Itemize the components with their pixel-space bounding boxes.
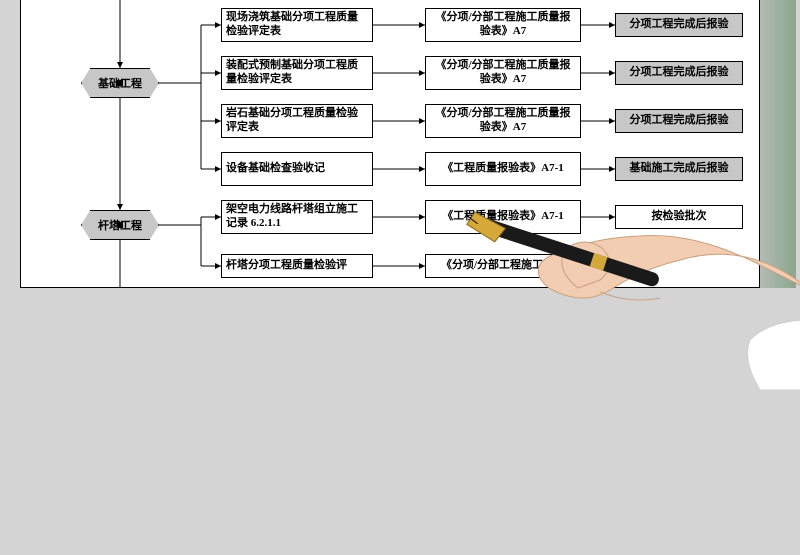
mid-box-label: 设备基础检查验收记 <box>226 162 325 176</box>
mid-box-label: 架空电力线路杆塔组立施工记录 6.2.1.1 <box>226 203 368 231</box>
stage-tower-label: 杆塔工程 <box>98 217 142 233</box>
form-box-row0: 《分项/分部工程施工质量报验表》A7 <box>425 8 581 42</box>
form-box-label: 《分项/分部工程施工质量报验表》A7 <box>430 59 576 87</box>
out-box-label: 分项工程完成后报验 <box>630 66 729 80</box>
out-box-label: 基础施工完成后报验 <box>630 162 729 176</box>
form-box-label: 《分项/分部工程施工质量 <box>441 259 565 273</box>
mid-box-row4: 架空电力线路杆塔组立施工记录 6.2.1.1 <box>221 200 373 234</box>
out-box-label: 分项工程完成后报验 <box>630 18 729 32</box>
form-box-label: 《工程质量报验表》A7-1 <box>442 210 564 224</box>
out-box-row0: 分项工程完成后报验 <box>615 13 743 37</box>
out-box-label: 分项工程完成后报验 <box>630 114 729 128</box>
form-box-row4: 《工程质量报验表》A7-1 <box>425 200 581 234</box>
mid-box-label: 杆塔分项工程质量检验评 <box>226 259 347 273</box>
flowchart-sheet: 现场浇筑基础分项工程质量检验评定表《分项/分部工程施工质量报验表》A7分项工程完… <box>20 0 760 288</box>
connector-lines <box>21 0 761 288</box>
mid-box-label: 现场浇筑基础分项工程质量检验评定表 <box>226 11 368 39</box>
out-box-row2: 分项工程完成后报验 <box>615 109 743 133</box>
form-box-row3: 《工程质量报验表》A7-1 <box>425 152 581 186</box>
form-box-row2: 《分项/分部工程施工质量报验表》A7 <box>425 104 581 138</box>
out-box-row3: 基础施工完成后报验 <box>615 157 743 181</box>
stage-tower: 杆塔工程 <box>81 210 159 240</box>
mid-box-row3: 设备基础检查验收记 <box>221 152 373 186</box>
mid-box-row5: 杆塔分项工程质量检验评 <box>221 254 373 278</box>
form-box-row1: 《分项/分部工程施工质量报验表》A7 <box>425 56 581 90</box>
mid-box-label: 岩石基础分项工程质量检验评定表 <box>226 107 368 135</box>
page-root: 现场浇筑基础分项工程质量检验评定表《分项/分部工程施工质量报验表》A7分项工程完… <box>0 0 800 555</box>
stage-foundation-label: 基础工程 <box>98 75 142 91</box>
mid-box-row1: 装配式预制基础分项工程质量检验评定表 <box>221 56 373 90</box>
mid-box-row0: 现场浇筑基础分项工程质量检验评定表 <box>221 8 373 42</box>
out-box-row1: 分项工程完成后报验 <box>615 61 743 85</box>
form-box-label: 《分项/分部工程施工质量报验表》A7 <box>430 11 576 39</box>
right-green-band <box>760 0 796 288</box>
mid-box-label: 装配式预制基础分项工程质量检验评定表 <box>226 59 368 87</box>
mid-box-row2: 岩石基础分项工程质量检验评定表 <box>221 104 373 138</box>
form-box-label: 《工程质量报验表》A7-1 <box>442 162 564 176</box>
stage-foundation: 基础工程 <box>81 68 159 98</box>
out-box-label: 按检验批次 <box>652 210 707 224</box>
form-box-row5: 《分项/分部工程施工质量 <box>425 254 581 278</box>
out-box-row4: 按检验批次 <box>615 205 743 229</box>
form-box-label: 《分项/分部工程施工质量报验表》A7 <box>430 107 576 135</box>
